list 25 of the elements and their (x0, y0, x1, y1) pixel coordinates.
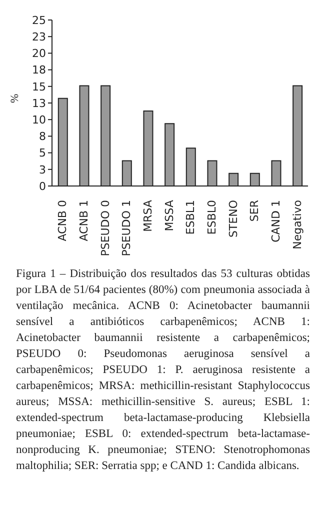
y-tick-label: 10 (32, 114, 46, 127)
x-tick-label: PSEUDO 0 (98, 200, 112, 256)
x-tick-label: ACNB 1 (78, 200, 90, 242)
x-tick-label: ESBL0 (206, 200, 218, 235)
y-tick-label: 15 (32, 80, 46, 94)
x-tick-label: STENO (226, 200, 240, 238)
y-tick-label: 23 (32, 30, 46, 44)
y-tick-label: 3 (39, 163, 46, 176)
x-tick-label: PSEUDO 1 (120, 200, 134, 256)
y-axis-title: % (8, 94, 21, 103)
x-tick-label: CAND 1 (270, 200, 282, 242)
y-tick-label: 18 (32, 64, 46, 77)
x-tick-label: ACNB 0 (56, 200, 70, 242)
y-tick-label: 20 (32, 47, 46, 60)
x-tick-label: Negativo (290, 200, 304, 250)
x-tick-label: SER (248, 200, 262, 222)
text: Figura 1 – Distribuição dos resultados das 53 culturas obtidas por LBA de 51/64 pacientes (80%) com pneumonia associada à ventilação mecânica. ACNB 0: Acinetobacter baumannii sensível a antibióticos carbapenêmicos; ACNB 1: Acinetobacter baumannii resistente a carbapenêmicos; PSEUDO 0: Pseudomonas aeruginosa sensível a carbapenêmicos; PSEUDO 1: P. aeruginosa resistente a carbapenêmicos; MRSA: methicillin-resistant Staphylococcus aureus; MSSA: methicillin-sensitive S. aureus; ESBL 1: extended-spectrum beta-lactamase-producing Klebsiella pneumoniae; ESBL 0: extended-spectrum beta-lactamase-nonproducing K. pneumoniae; STENO: Stenotrophomonas maltophilia; SER: Serratia spp; e CAND 1: Candida albicans. (16, 268, 310, 472)
x-tick-label: MRSA (142, 200, 154, 232)
y-tick-label: 8 (39, 130, 46, 144)
y-tick-label: 0 (39, 180, 46, 193)
y-tick-label: 25 (32, 14, 46, 27)
x-tick-label: ESBL1 (184, 200, 198, 235)
y-tick-label: 5 (39, 146, 46, 160)
x-tick-label: MSSA (162, 200, 176, 232)
y-tick-label: 13 (32, 96, 46, 110)
